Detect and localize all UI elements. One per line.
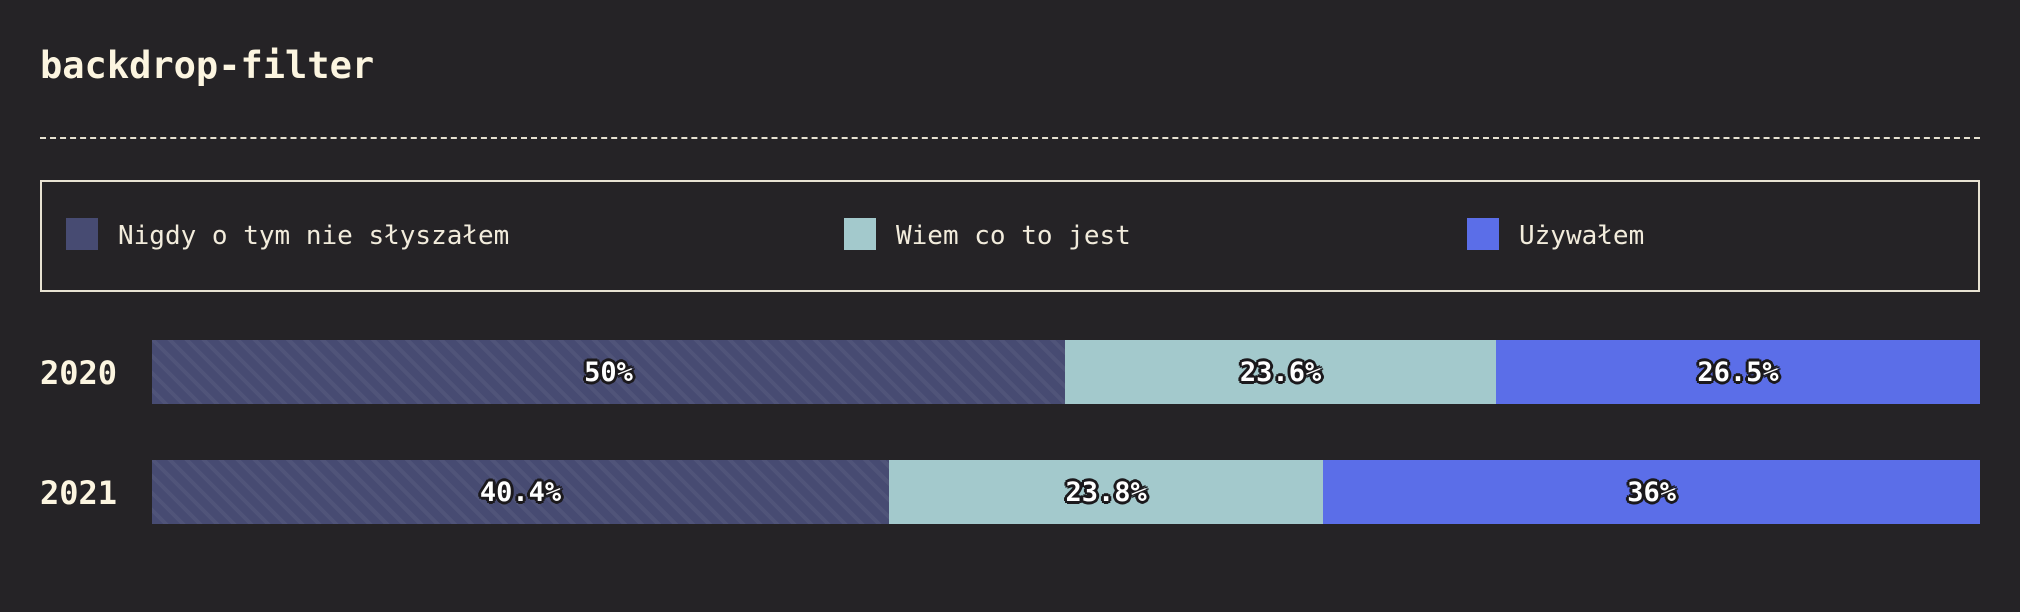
bar-label-used-it-2021: 36%	[1627, 477, 1676, 508]
bar-row-2020: 50% 23.6% 26.5%	[152, 340, 1980, 404]
bar-segment-know-it-2020: 23.6%	[1065, 340, 1496, 404]
bar-label-used-it-2020: 26.5%	[1697, 357, 1778, 388]
legend-swatch-know-it	[844, 218, 876, 250]
row-label-2020: 2020	[40, 354, 117, 392]
bar-segment-used-it-2020: 26.5%	[1496, 340, 1980, 404]
bar-label-never-heard-2021: 40.4%	[480, 477, 561, 508]
legend-label-used-it: Używałem	[1519, 221, 1644, 251]
bar-segment-know-it-2021: 23.8%	[889, 460, 1323, 524]
row-label-2021: 2021	[40, 474, 117, 512]
bar-label-know-it-2020: 23.6%	[1240, 357, 1321, 388]
chart-title: backdrop-filter	[40, 44, 374, 87]
legend-swatch-never-heard	[66, 218, 98, 250]
bar-label-know-it-2021: 23.8%	[1065, 477, 1146, 508]
legend-label-never-heard: Nigdy o tym nie słyszałem	[118, 221, 509, 251]
legend-item-never-heard: Nigdy o tym nie słyszałem	[66, 182, 509, 290]
legend-item-know-it: Wiem co to jest	[844, 182, 1131, 290]
legend-item-used-it: Używałem	[1467, 182, 1644, 290]
bar-label-never-heard-2020: 50%	[584, 357, 633, 388]
title-divider	[40, 137, 1980, 139]
bar-row-2021: 40.4% 23.8% 36%	[152, 460, 1980, 524]
legend-label-know-it: Wiem co to jest	[896, 221, 1131, 251]
legend: Nigdy o tym nie słyszałem Wiem co to jes…	[40, 180, 1980, 292]
bar-segment-never-heard-2021: 40.4%	[152, 460, 889, 524]
legend-swatch-used-it	[1467, 218, 1499, 250]
bar-segment-used-it-2021: 36%	[1323, 460, 1980, 524]
bar-segment-never-heard-2020: 50%	[152, 340, 1065, 404]
